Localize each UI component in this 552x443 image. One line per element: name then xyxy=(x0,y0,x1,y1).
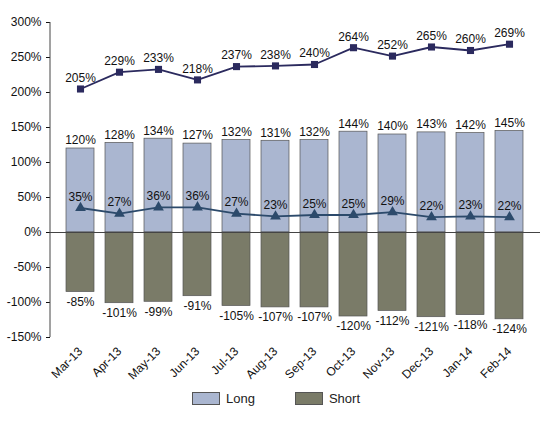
svg-text:205%: 205% xyxy=(65,71,96,85)
svg-text:Jul-13: Jul-13 xyxy=(208,344,241,377)
svg-text:-100%: -100% xyxy=(7,295,42,309)
svg-text:Apr-13: Apr-13 xyxy=(89,344,125,380)
svg-text:-120%: -120% xyxy=(336,319,371,333)
svg-text:36%: 36% xyxy=(146,189,170,203)
svg-text:134%: 134% xyxy=(143,124,174,138)
svg-text:27%: 27% xyxy=(107,195,131,209)
svg-text:238%: 238% xyxy=(260,48,291,62)
svg-text:237%: 237% xyxy=(221,48,252,62)
svg-text:-107%: -107% xyxy=(258,310,293,324)
svg-text:233%: 233% xyxy=(143,51,174,65)
svg-text:-150%: -150% xyxy=(7,330,42,344)
svg-text:36%: 36% xyxy=(185,189,209,203)
svg-text:140%: 140% xyxy=(377,119,408,133)
svg-text:Nov-13: Nov-13 xyxy=(360,344,397,381)
svg-text:-121%: -121% xyxy=(414,320,449,334)
svg-text:Feb-14: Feb-14 xyxy=(478,344,515,381)
svg-text:May-13: May-13 xyxy=(125,344,163,382)
svg-text:35%: 35% xyxy=(68,190,92,204)
svg-text:127%: 127% xyxy=(182,128,213,142)
svg-text:265%: 265% xyxy=(416,29,447,43)
svg-text:29%: 29% xyxy=(380,194,404,208)
svg-text:-50%: -50% xyxy=(13,260,41,274)
svg-text:Aug-13: Aug-13 xyxy=(243,344,280,381)
svg-text:250%: 250% xyxy=(11,50,42,64)
svg-text:132%: 132% xyxy=(221,125,252,139)
svg-text:-85%: -85% xyxy=(66,295,94,309)
svg-text:143%: 143% xyxy=(416,117,447,131)
svg-text:260%: 260% xyxy=(455,32,486,46)
html-text:Long: Long xyxy=(226,391,255,406)
svg-text:-118%: -118% xyxy=(454,318,488,332)
svg-text:27%: 27% xyxy=(224,195,248,209)
svg-text:218%: 218% xyxy=(182,62,213,76)
svg-text:-99%: -99% xyxy=(144,305,172,319)
svg-text:Jun-13: Jun-13 xyxy=(166,344,202,380)
svg-text:144%: 144% xyxy=(338,117,369,131)
svg-text:145%: 145% xyxy=(494,116,525,130)
svg-text:-124%: -124% xyxy=(492,322,527,336)
svg-text:23%: 23% xyxy=(263,198,287,212)
svg-text:264%: 264% xyxy=(338,30,369,44)
svg-text:200%: 200% xyxy=(11,85,42,99)
svg-text:-101%: -101% xyxy=(102,306,137,320)
svg-text:23%: 23% xyxy=(458,198,482,212)
svg-text:269%: 269% xyxy=(494,26,525,40)
svg-text:Dec-13: Dec-13 xyxy=(399,344,436,381)
svg-text:240%: 240% xyxy=(299,46,330,60)
svg-text:229%: 229% xyxy=(104,54,135,68)
svg-text:100%: 100% xyxy=(11,155,42,169)
svg-text:25%: 25% xyxy=(341,197,365,211)
svg-text:Mar-13: Mar-13 xyxy=(49,344,86,381)
svg-text:50%: 50% xyxy=(17,190,41,204)
svg-text:22%: 22% xyxy=(497,199,521,213)
svg-text:128%: 128% xyxy=(104,128,135,142)
svg-text:-91%: -91% xyxy=(183,299,211,313)
svg-text:150%: 150% xyxy=(11,120,42,134)
svg-text:25%: 25% xyxy=(302,197,326,211)
svg-text:-112%: -112% xyxy=(376,314,410,328)
svg-text:Sep-13: Sep-13 xyxy=(282,344,319,381)
svg-text:131%: 131% xyxy=(260,126,291,140)
svg-text:142%: 142% xyxy=(455,118,486,132)
svg-text:Jan-14: Jan-14 xyxy=(439,344,475,380)
svg-text:Oct-13: Oct-13 xyxy=(323,344,359,380)
svg-text:120%: 120% xyxy=(65,133,96,147)
svg-text:-107%: -107% xyxy=(297,310,332,324)
svg-text:22%: 22% xyxy=(419,199,443,213)
svg-text:0%: 0% xyxy=(24,225,42,239)
svg-text:300%: 300% xyxy=(11,15,42,29)
html-text:Short: Short xyxy=(328,391,360,406)
svg-text:252%: 252% xyxy=(377,38,408,52)
svg-text:-105%: -105% xyxy=(219,309,254,323)
svg-text:132%: 132% xyxy=(299,125,330,139)
